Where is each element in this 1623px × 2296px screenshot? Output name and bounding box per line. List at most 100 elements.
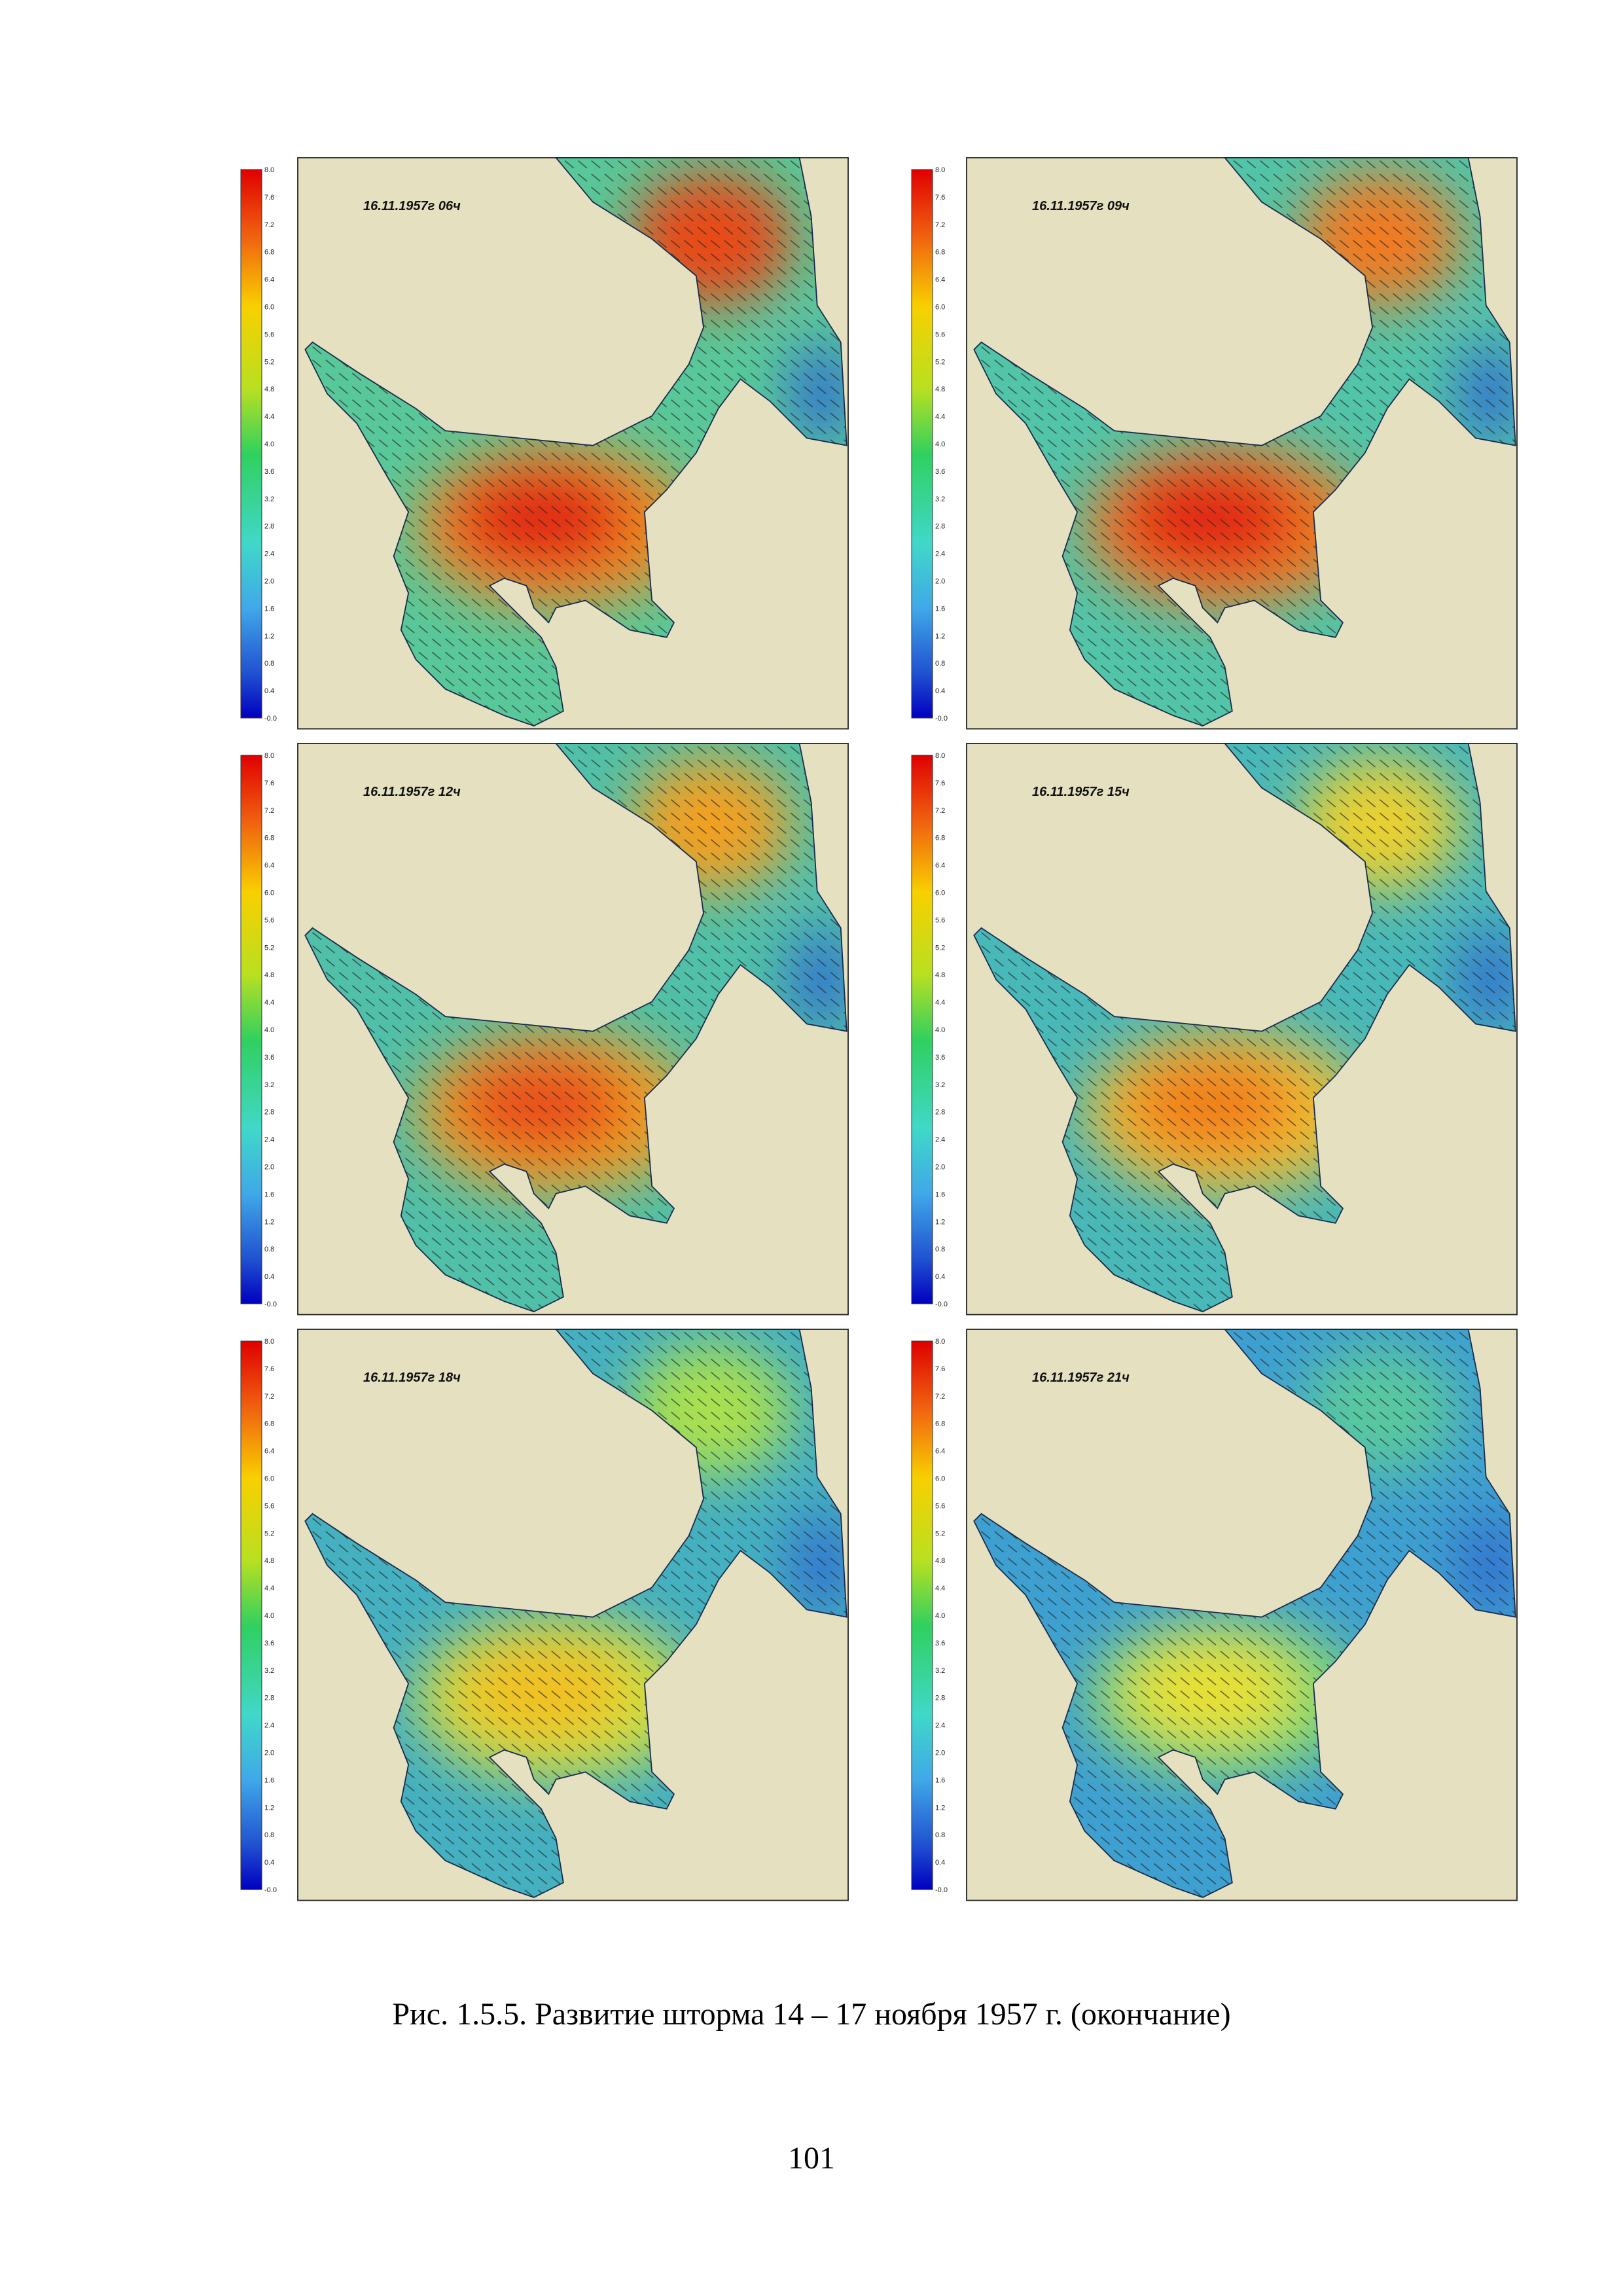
- panel-title: 16.11.1957г 12ч: [363, 785, 461, 799]
- colorbar-tick-label: 0.8: [264, 1246, 274, 1253]
- colorbar-tick-label: 8.0: [264, 752, 274, 760]
- coastline: [304, 743, 847, 1313]
- colorbar-tick-label: 4.8: [264, 386, 274, 393]
- coastline: [973, 157, 1516, 727]
- map-frame: [297, 743, 849, 1316]
- colorbar-tick-label: 7.6: [264, 1365, 274, 1373]
- map-panel: [966, 157, 1518, 730]
- map-frame: [966, 1329, 1518, 1901]
- colorbar-tick-label: 1.6: [264, 605, 274, 613]
- colorbar: [911, 755, 933, 1304]
- colorbar-tick-label: 4.8: [935, 386, 945, 393]
- colorbar-tick-label: 8.0: [935, 752, 945, 760]
- colorbar-tick-label: 8.0: [264, 1338, 274, 1346]
- colorbar-tick-label: 8.0: [264, 166, 274, 174]
- colorbar-tick-label: 7.6: [264, 780, 274, 787]
- colorbar-tick-label: 4.4: [264, 413, 274, 421]
- colorbar-tick-label: 2.0: [935, 1749, 945, 1757]
- colorbar-tick-label: 4.0: [935, 1612, 945, 1620]
- colorbar-tick-label: -0.0: [935, 715, 948, 723]
- colorbar-tick-label: 1.2: [935, 632, 945, 640]
- colorbar-tick-label: 7.2: [264, 807, 274, 815]
- colorbar-tick-label: 3.6: [264, 1054, 274, 1062]
- colorbar-tick-label: -0.0: [935, 1300, 948, 1308]
- colorbar-tick-label: 0.4: [264, 1859, 274, 1867]
- colorbar-tick-label: 3.2: [935, 495, 945, 503]
- colorbar-tick-label: 0.8: [935, 660, 945, 668]
- page-number: 101: [788, 2141, 835, 2176]
- colorbar-tick-label: 2.4: [935, 1136, 945, 1144]
- colorbar-tick-label: 6.8: [264, 834, 274, 842]
- colorbar-tick-label: 0.4: [935, 1859, 945, 1867]
- map-panel: [966, 743, 1518, 1316]
- colorbar-tick-label: -0.0: [935, 1886, 948, 1894]
- colorbar-tick-label: 3.6: [935, 468, 945, 476]
- colorbar-tick-label: 2.4: [264, 1136, 274, 1144]
- colorbar-tick-label: 6.4: [935, 862, 945, 870]
- colorbar-tick-label: 5.2: [264, 944, 274, 952]
- colorbar-tick-label: 2.8: [935, 1109, 945, 1117]
- colorbar-tick-label: 2.8: [935, 523, 945, 531]
- colorbar-tick-label: 6.0: [935, 1475, 945, 1483]
- colorbar-tick-label: 2.4: [264, 550, 274, 558]
- colorbar-tick-label: 3.2: [264, 1081, 274, 1089]
- colorbar-tick-label: 4.0: [264, 440, 274, 448]
- colorbar-tick-label: 6.0: [264, 304, 274, 312]
- colorbar-tick-label: 4.8: [935, 1557, 945, 1565]
- colorbar-tick-label: 3.2: [264, 495, 274, 503]
- colorbar: [911, 169, 933, 719]
- colorbar-tick-label: 7.2: [264, 221, 274, 229]
- colorbar-tick-label: 0.8: [264, 660, 274, 668]
- colorbar: [240, 169, 262, 719]
- colorbar-tick-label: 5.6: [935, 1502, 945, 1510]
- panel-title: 16.11.1957г 15ч: [1032, 785, 1130, 799]
- colorbar-tick-label: 5.2: [264, 1530, 274, 1537]
- colorbar-tick-label: 2.0: [264, 578, 274, 586]
- colorbar-tick-label: 0.4: [264, 687, 274, 695]
- colorbar-tick-label: 1.6: [264, 1191, 274, 1198]
- colorbar-tick-label: 2.8: [264, 523, 274, 531]
- colorbar-tick-label: 6.4: [264, 1448, 274, 1456]
- colorbar-tick-label: 1.2: [935, 1804, 945, 1812]
- colorbar-tick-label: 4.4: [935, 413, 945, 421]
- panel-title: 16.11.1957г 21ч: [1032, 1371, 1130, 1385]
- colorbar-tick-label: 7.6: [264, 194, 274, 202]
- colorbar-tick-label: 0.4: [264, 1273, 274, 1281]
- colorbar-tick-label: 5.6: [935, 916, 945, 924]
- colorbar-tick-label: 4.0: [935, 1026, 945, 1034]
- colorbar-tick-label: 6.8: [264, 249, 274, 257]
- colorbar-tick-label: 0.4: [935, 687, 945, 695]
- colorbar-tick-label: 1.6: [935, 605, 945, 613]
- colorbar-tick-label: 1.2: [264, 1218, 274, 1226]
- colorbar-tick-label: 5.6: [935, 331, 945, 338]
- colorbar-tick-label: 3.6: [935, 1640, 945, 1647]
- panel-title: 16.11.1957г 18ч: [363, 1371, 461, 1385]
- colorbar-tick-label: 2.0: [264, 1749, 274, 1757]
- map-panel: [297, 1329, 849, 1901]
- colorbar-tick-label: 1.6: [935, 1191, 945, 1198]
- colorbar-tick-label: 6.0: [935, 304, 945, 312]
- colorbar-tick-label: 6.8: [935, 834, 945, 842]
- colorbar-tick-label: 1.6: [264, 1776, 274, 1784]
- colorbar: [911, 1340, 933, 1890]
- colorbar-tick-label: 6.8: [935, 1420, 945, 1428]
- figure-caption: Рис. 1.5.5. Развитие шторма 14 – 17 нояб…: [392, 1997, 1231, 2032]
- colorbar-tick-label: 7.6: [935, 1365, 945, 1373]
- colorbar-tick-label: 5.2: [935, 358, 945, 366]
- colorbar-tick-label: 3.2: [935, 1667, 945, 1675]
- map-frame: [966, 743, 1518, 1316]
- colorbar-tick-label: 6.4: [264, 276, 274, 284]
- colorbar-tick-label: 3.6: [264, 1640, 274, 1647]
- colorbar: [240, 755, 262, 1304]
- colorbar-tick-label: 2.0: [264, 1164, 274, 1172]
- colorbar-tick-label: 2.4: [935, 1722, 945, 1730]
- colorbar-tick-label: 5.6: [264, 916, 274, 924]
- colorbar-tick-label: 2.8: [935, 1695, 945, 1702]
- colorbar-tick-label: 4.0: [935, 440, 945, 448]
- colorbar-tick-label: 4.4: [935, 999, 945, 1007]
- coastline: [304, 1329, 847, 1899]
- colorbar-tick-label: 4.4: [264, 999, 274, 1007]
- colorbar-tick-label: 4.8: [264, 971, 274, 979]
- colorbar-tick-label: 3.2: [264, 1667, 274, 1675]
